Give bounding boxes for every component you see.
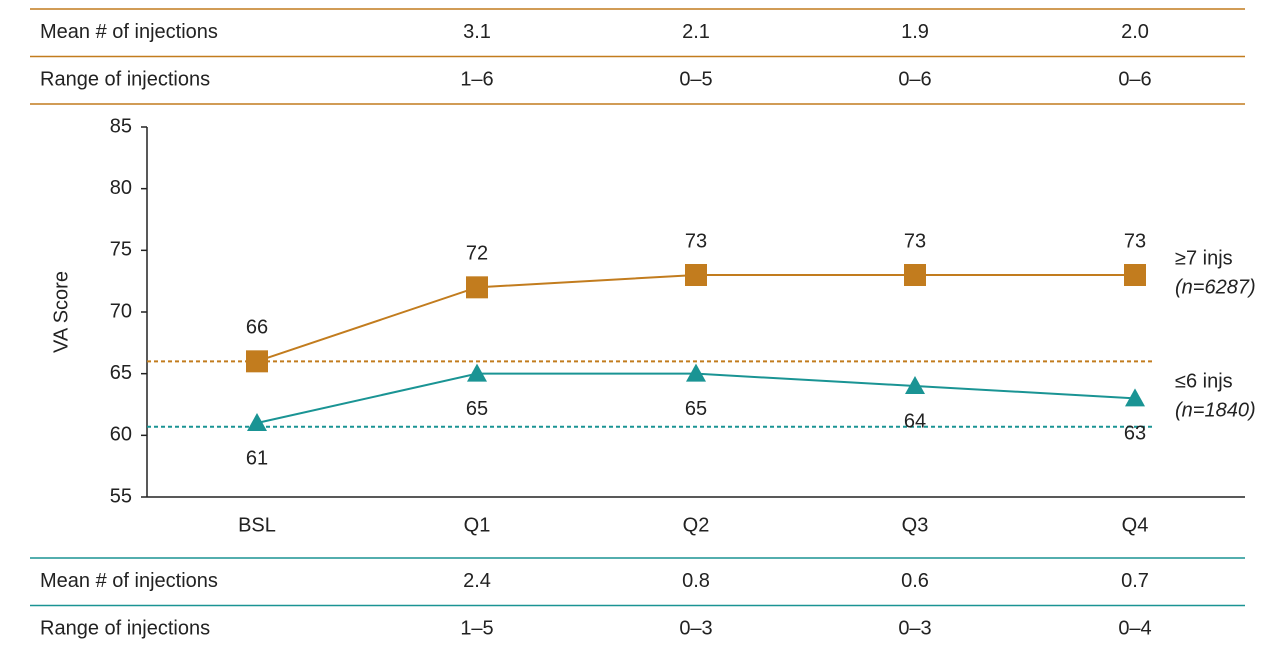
legend-label: ≥7 injs: [1175, 247, 1233, 269]
marker: [685, 264, 707, 286]
table-cell: 0–4: [1118, 618, 1151, 640]
table-cell: 0.8: [682, 570, 710, 592]
row-label: Range of injections: [40, 618, 210, 640]
table-cell: 2.1: [682, 21, 710, 43]
table-cell: 0.7: [1121, 570, 1149, 592]
table-cell: 0–6: [1118, 69, 1151, 91]
y-tick-label: 55: [110, 485, 132, 507]
legend-n: (n=1840): [1175, 400, 1256, 422]
series-line: [256, 274, 1135, 363]
y-tick-label: 80: [110, 177, 132, 199]
marker: [246, 350, 268, 373]
table-cell: 0–6: [898, 69, 931, 91]
table-cell: 2.0: [1121, 21, 1149, 43]
x-tick-label: BSL: [238, 514, 276, 536]
row-label: Mean # of injections: [40, 21, 218, 43]
table-cell: 1–6: [460, 69, 493, 91]
data-label: 73: [685, 230, 707, 252]
data-label: 66: [246, 317, 268, 339]
data-label: 73: [1124, 230, 1146, 252]
marker: [247, 413, 267, 431]
y-tick-label: 65: [110, 362, 132, 384]
table-cell: 2.4: [463, 570, 491, 592]
data-label: 73: [904, 230, 926, 252]
data-label: 61: [246, 447, 268, 469]
x-tick-label: Q1: [464, 514, 491, 536]
y-tick-label: 75: [110, 239, 132, 261]
marker: [466, 276, 488, 299]
marker: [904, 264, 926, 286]
table-cell: 1–5: [460, 618, 493, 640]
y-tick-label: 85: [110, 115, 132, 137]
row-label: Range of injections: [40, 69, 210, 91]
data-label: 65: [466, 398, 488, 420]
marker: [686, 363, 706, 382]
table-cell: 1.9: [901, 21, 929, 43]
x-tick-label: Q3: [902, 514, 929, 536]
data-label: 64: [904, 410, 926, 432]
data-label: 72: [466, 243, 488, 265]
marker: [905, 376, 925, 394]
y-tick-label: 60: [110, 424, 132, 446]
table-cell: 0–3: [679, 618, 712, 640]
table-cell: 0.6: [901, 570, 929, 592]
table-cell: 0–3: [898, 618, 931, 640]
marker: [467, 363, 487, 382]
x-tick-label: Q4: [1122, 514, 1149, 536]
y-tick-label: 70: [110, 300, 132, 322]
row-label: Mean # of injections: [40, 570, 218, 592]
marker: [1124, 264, 1146, 286]
legend-n: (n=6287): [1175, 276, 1256, 298]
legend-label: ≤6 injs: [1175, 371, 1233, 393]
data-label: 65: [685, 398, 707, 420]
x-tick-label: Q2: [683, 514, 710, 536]
marker: [1125, 388, 1145, 407]
table-cell: 0–5: [679, 69, 712, 91]
data-label: 63: [1124, 423, 1146, 445]
y-axis-label: VA Score: [50, 271, 72, 353]
table-cell: 3.1: [463, 21, 491, 43]
